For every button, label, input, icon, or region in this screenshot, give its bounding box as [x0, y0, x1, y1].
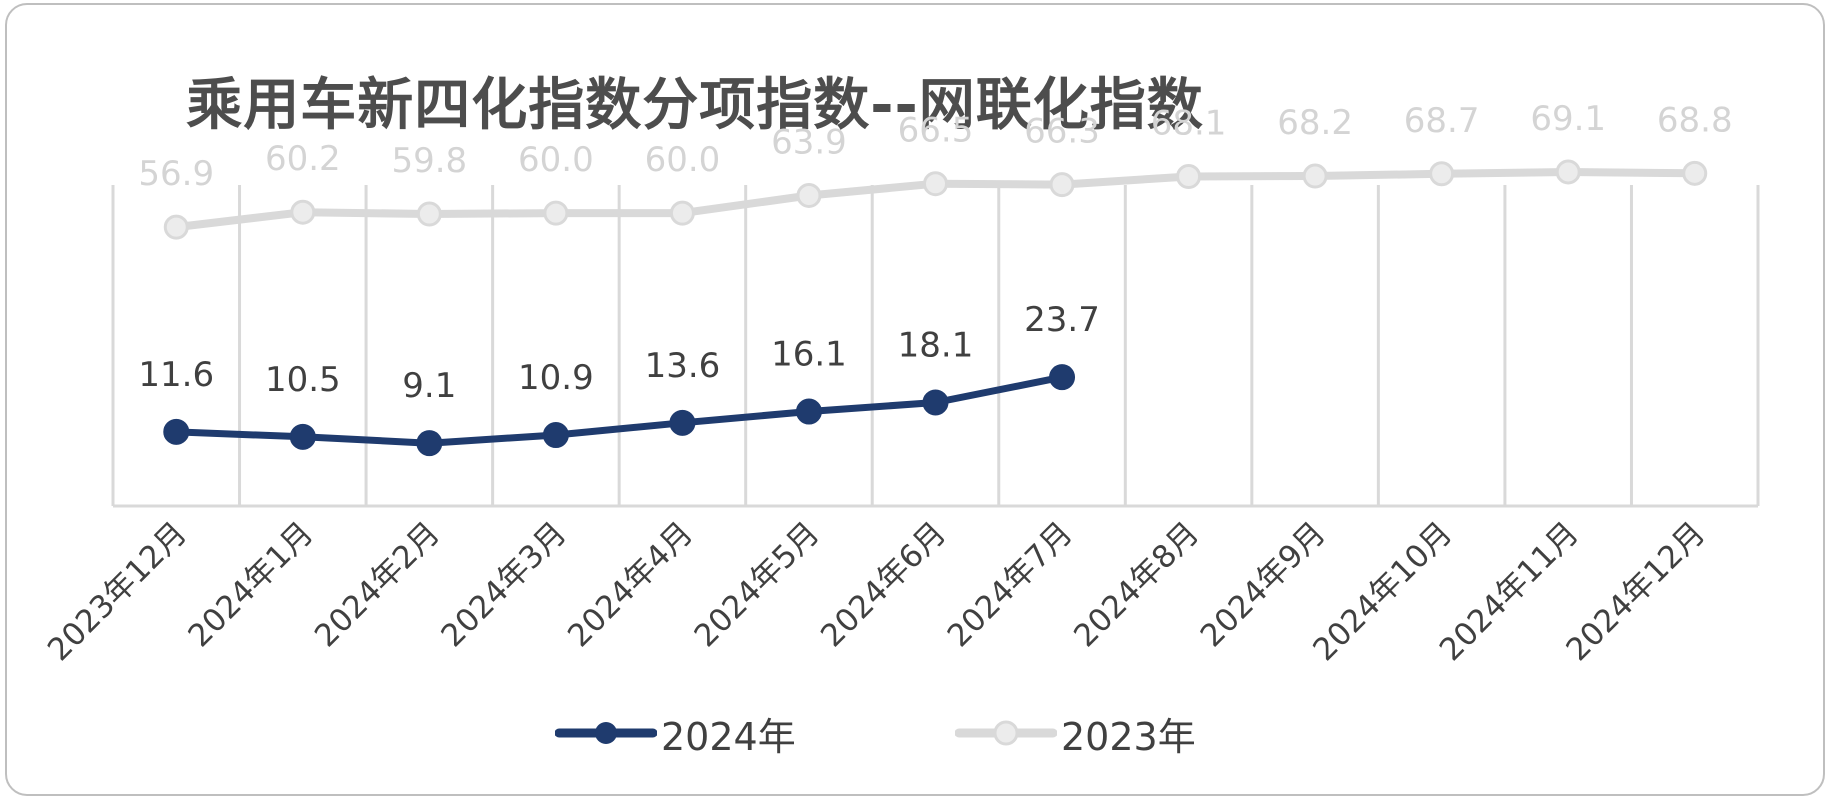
x-tick-label: 2024年5月 — [688, 515, 827, 654]
data-label: 68.8 — [1657, 100, 1733, 140]
data-point — [543, 200, 569, 226]
x-tick-label: 2024年8月 — [1067, 515, 1206, 654]
data-label: 11.6 — [138, 355, 214, 395]
data-point — [1176, 163, 1202, 189]
legend-item-2023: 2023年 — [955, 705, 1196, 761]
data-point — [795, 398, 822, 425]
data-label: 68.2 — [1277, 103, 1353, 143]
data-point — [669, 200, 695, 226]
data-point — [1429, 161, 1455, 187]
legend-marker-2023-icon — [955, 720, 1057, 746]
legend-label-2023: 2023年 — [1061, 714, 1196, 759]
series-line-2024年 — [172, 373, 1066, 447]
data-label: 59.8 — [391, 141, 467, 181]
data-label: 63.9 — [771, 122, 847, 162]
data-label: 60.0 — [518, 140, 594, 180]
gridlines — [111, 185, 1760, 508]
data-point — [1049, 172, 1075, 198]
data-point — [922, 389, 949, 416]
data-label: 66.5 — [898, 111, 974, 151]
data-label: 68.7 — [1404, 101, 1480, 141]
data-label: 60.0 — [645, 140, 721, 180]
x-tick-label: 2024年1月 — [181, 515, 320, 654]
x-axis-labels: 2023年12月2024年1月2024年2月2024年3月2024年4月2024… — [41, 515, 1712, 668]
data-label: 66.3 — [1024, 112, 1100, 152]
legend-marker-2024-icon — [555, 722, 657, 744]
data-label: 23.7 — [1024, 300, 1100, 340]
data-point — [1049, 364, 1076, 391]
data-label: 60.2 — [265, 139, 341, 179]
series-layer: 56.9 60.2 59.8 60.0 60.0 63.9 66.5 66.3 68.1 68.2… — [138, 99, 1733, 457]
legend-item-2024: 2024年 — [555, 705, 796, 761]
data-point — [796, 182, 822, 208]
x-tick-label: 2024年3月 — [435, 515, 574, 654]
data-point — [416, 201, 442, 227]
data-label: 18.1 — [898, 325, 974, 365]
data-label: 13.6 — [645, 346, 721, 386]
data-label: 10.9 — [518, 358, 594, 398]
x-tick-label: 2023年12月 — [41, 515, 194, 668]
data-point — [1555, 159, 1581, 185]
data-label: 9.1 — [402, 366, 456, 406]
x-tick-label: 2024年4月 — [561, 515, 700, 654]
data-point — [669, 409, 696, 436]
x-tick-label: 2024年6月 — [814, 515, 953, 654]
data-label: 68.1 — [1151, 103, 1227, 143]
data-label: 69.1 — [1530, 99, 1606, 139]
data-point — [289, 423, 316, 450]
data-point — [1682, 160, 1708, 186]
x-tick-label: 2024年2月 — [308, 515, 447, 654]
legend-label-2024: 2024年 — [661, 714, 796, 759]
data-point — [416, 430, 443, 457]
data-label: 56.9 — [138, 154, 214, 194]
data-point — [163, 214, 189, 240]
data-point — [923, 171, 948, 197]
data-point — [163, 418, 190, 445]
data-label: 16.1 — [771, 335, 847, 375]
data-point — [290, 199, 316, 225]
data-point — [1302, 163, 1328, 189]
x-tick-label: 2024年9月 — [1194, 515, 1333, 654]
data-point — [542, 422, 569, 449]
x-tick-label: 2024年7月 — [941, 515, 1080, 654]
chart-frame — [5, 3, 1825, 796]
data-label: 10.5 — [265, 360, 341, 400]
chart-title: 乘用车新四化指数分项指数--网联化指数 — [186, 73, 1204, 138]
